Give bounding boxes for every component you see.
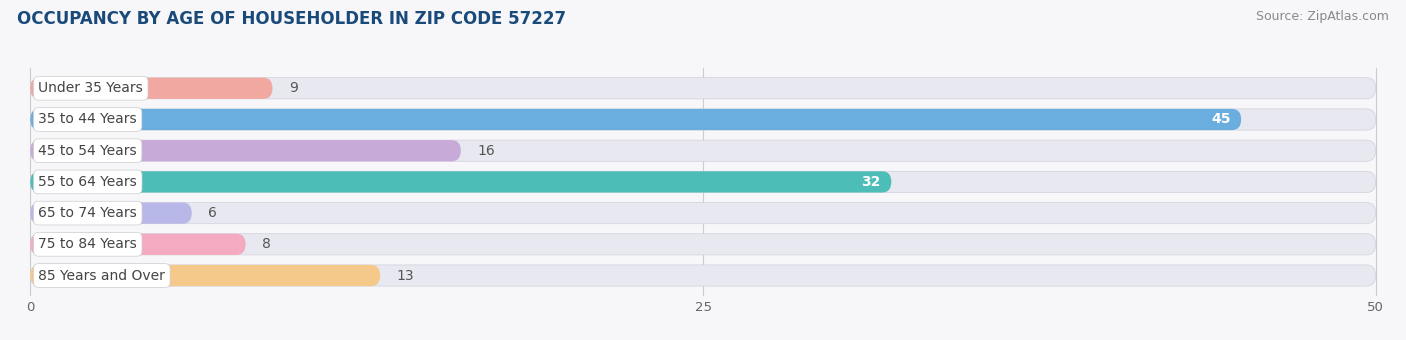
FancyBboxPatch shape bbox=[31, 234, 246, 255]
Text: 35 to 44 Years: 35 to 44 Years bbox=[38, 113, 136, 126]
Text: OCCUPANCY BY AGE OF HOUSEHOLDER IN ZIP CODE 57227: OCCUPANCY BY AGE OF HOUSEHOLDER IN ZIP C… bbox=[17, 10, 567, 28]
FancyBboxPatch shape bbox=[31, 265, 1375, 286]
Text: 45: 45 bbox=[1211, 113, 1230, 126]
FancyBboxPatch shape bbox=[31, 171, 891, 192]
Text: 16: 16 bbox=[477, 144, 495, 158]
Text: 45 to 54 Years: 45 to 54 Years bbox=[38, 144, 136, 158]
Text: Source: ZipAtlas.com: Source: ZipAtlas.com bbox=[1256, 10, 1389, 23]
FancyBboxPatch shape bbox=[31, 203, 1375, 224]
FancyBboxPatch shape bbox=[31, 265, 380, 286]
FancyBboxPatch shape bbox=[31, 203, 191, 224]
Text: 6: 6 bbox=[208, 206, 217, 220]
FancyBboxPatch shape bbox=[31, 140, 1375, 161]
FancyBboxPatch shape bbox=[31, 140, 461, 161]
Text: 85 Years and Over: 85 Years and Over bbox=[38, 269, 166, 283]
FancyBboxPatch shape bbox=[31, 109, 1375, 130]
Text: 13: 13 bbox=[396, 269, 413, 283]
FancyBboxPatch shape bbox=[31, 78, 273, 99]
FancyBboxPatch shape bbox=[31, 109, 1241, 130]
Text: 32: 32 bbox=[862, 175, 880, 189]
Text: 9: 9 bbox=[288, 81, 298, 95]
Text: 8: 8 bbox=[262, 237, 270, 251]
Text: 75 to 84 Years: 75 to 84 Years bbox=[38, 237, 138, 251]
Text: Under 35 Years: Under 35 Years bbox=[38, 81, 143, 95]
FancyBboxPatch shape bbox=[31, 171, 1375, 192]
Text: 55 to 64 Years: 55 to 64 Years bbox=[38, 175, 138, 189]
Text: 65 to 74 Years: 65 to 74 Years bbox=[38, 206, 138, 220]
FancyBboxPatch shape bbox=[31, 234, 1375, 255]
FancyBboxPatch shape bbox=[31, 78, 1375, 99]
